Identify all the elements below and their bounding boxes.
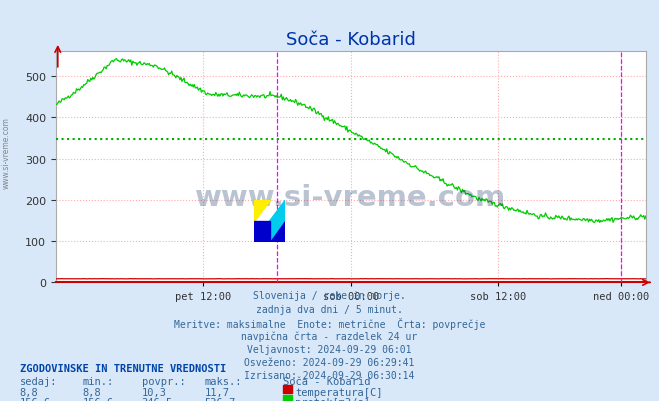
Text: pretok[m3/s]: pretok[m3/s] xyxy=(295,397,370,401)
Text: 156,6: 156,6 xyxy=(82,397,113,401)
Text: www.si-vreme.com: www.si-vreme.com xyxy=(2,117,11,188)
Text: ZGODOVINSKE IN TRENUTNE VREDNOSTI: ZGODOVINSKE IN TRENUTNE VREDNOSTI xyxy=(20,363,226,373)
Text: www.si-vreme.com: www.si-vreme.com xyxy=(195,183,507,211)
Text: temperatura[C]: temperatura[C] xyxy=(295,387,383,397)
Polygon shape xyxy=(254,200,285,243)
Polygon shape xyxy=(254,221,270,243)
Title: Soča - Kobarid: Soča - Kobarid xyxy=(286,31,416,49)
Text: 536,7: 536,7 xyxy=(204,397,235,401)
Text: 8,8: 8,8 xyxy=(20,387,38,397)
Text: Soča - Kobarid: Soča - Kobarid xyxy=(283,376,371,386)
Polygon shape xyxy=(254,200,270,221)
Text: Slovenija / reke in morje.: Slovenija / reke in morje. xyxy=(253,291,406,301)
Text: Osveženo: 2024-09-29 06:29:41: Osveženo: 2024-09-29 06:29:41 xyxy=(244,357,415,367)
Text: Izrisano: 2024-09-29 06:30:14: Izrisano: 2024-09-29 06:30:14 xyxy=(244,370,415,380)
Text: sedaj:: sedaj: xyxy=(20,376,57,386)
Text: 11,7: 11,7 xyxy=(204,387,229,397)
Text: 8,8: 8,8 xyxy=(82,387,101,397)
Text: maks.:: maks.: xyxy=(204,376,242,386)
Text: zadnja dva dni / 5 minut.: zadnja dva dni / 5 minut. xyxy=(256,304,403,314)
Text: Veljavnost: 2024-09-29 06:01: Veljavnost: 2024-09-29 06:01 xyxy=(247,344,412,354)
Text: navpična črta - razdelek 24 ur: navpična črta - razdelek 24 ur xyxy=(241,330,418,341)
Text: min.:: min.: xyxy=(82,376,113,386)
Polygon shape xyxy=(270,221,285,243)
Text: 346,5: 346,5 xyxy=(142,397,173,401)
Text: 156,6: 156,6 xyxy=(20,397,51,401)
Text: 10,3: 10,3 xyxy=(142,387,167,397)
Text: Meritve: maksimalne  Enote: metrične  Črta: povprečje: Meritve: maksimalne Enote: metrične Črta… xyxy=(174,317,485,329)
Text: povpr.:: povpr.: xyxy=(142,376,185,386)
